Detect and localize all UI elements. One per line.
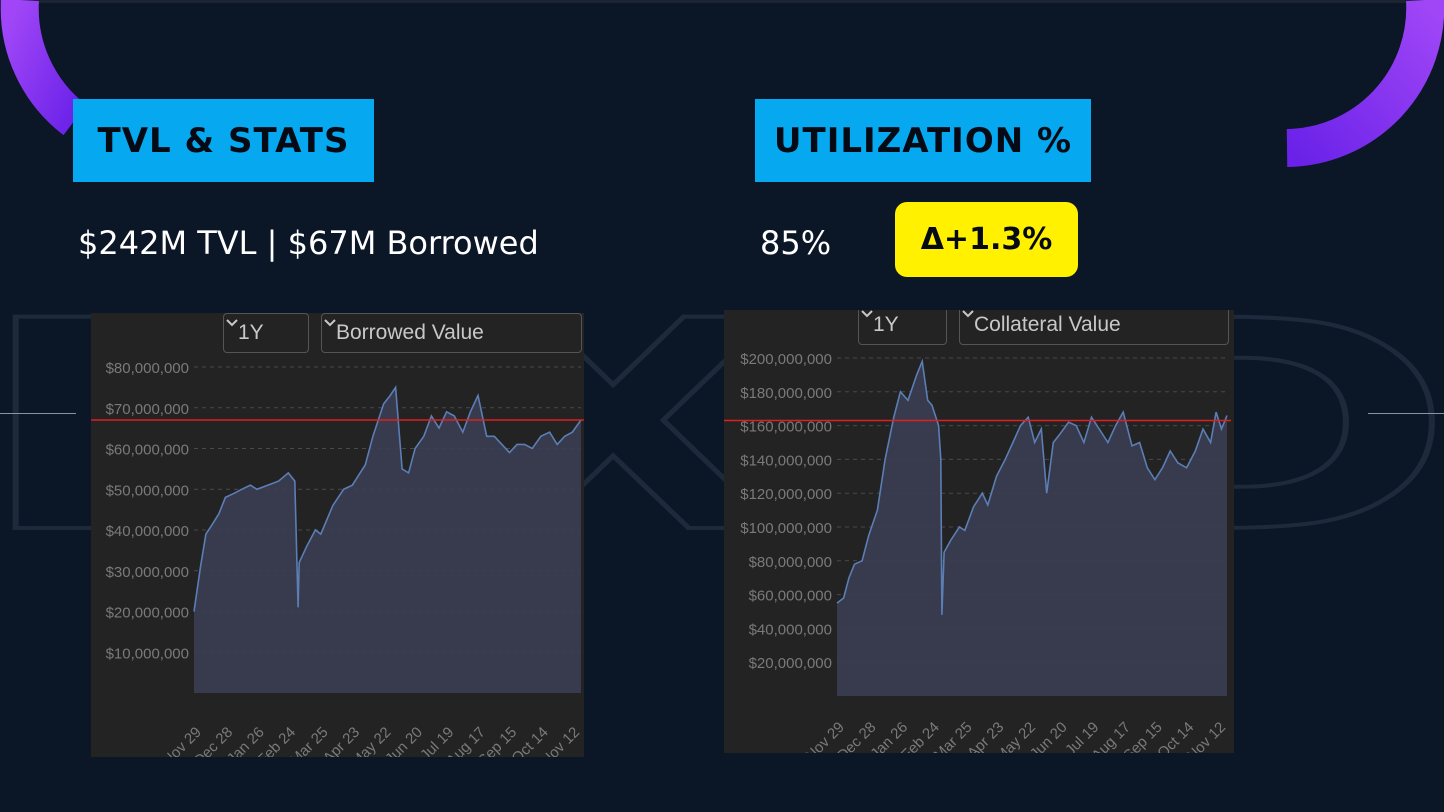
metric-dropdown[interactable]: Borrowed Value	[321, 313, 582, 353]
y-tick-label: $20,000,000	[106, 605, 189, 622]
borrowed-value-chart: $10,000,000 $20,000,000 $30,000,000 $40,000…	[91, 313, 584, 757]
range-dropdown-label: 1Y	[238, 321, 264, 344]
left-divider-line	[0, 413, 76, 414]
y-tick-label: $10,000,000	[106, 645, 189, 662]
y-tick-label: $60,000,000	[106, 442, 189, 459]
tvl-stats-heading: TVL & STATS	[73, 99, 374, 182]
range-dropdown[interactable]: 1Y	[223, 313, 309, 353]
y-tick-label: $120,000,000	[740, 486, 832, 503]
y-tick-label: $160,000,000	[740, 419, 832, 436]
right-divider-line	[1368, 413, 1444, 414]
utilization-heading: UTILIZATION %	[755, 99, 1091, 182]
borrowed-chart-svg: $10,000,000 $20,000,000 $30,000,000 $40,000…	[91, 360, 584, 757]
y-tick-label: $40,000,000	[106, 523, 189, 540]
collateral-value-chart: $20,000,000 $40,000,000 $60,000,000 $80,000…	[724, 310, 1234, 753]
top-border	[0, 0, 1444, 3]
y-tick-label: $70,000,000	[106, 401, 189, 418]
series-area	[837, 361, 1227, 696]
range-dropdown[interactable]: 1Y	[858, 310, 947, 345]
y-tick-label: $60,000,000	[749, 588, 832, 605]
chevron-down-icon	[962, 310, 974, 318]
metric-dropdown-label: Borrowed Value	[336, 321, 484, 344]
arc-right	[1286, 0, 1444, 167]
utilization-value: 85%	[760, 224, 832, 262]
series-line	[193, 385, 582, 612]
metric-dropdown-label: Collateral Value	[974, 312, 1121, 336]
series-line	[836, 358, 1228, 615]
tvl-borrowed-stats: $242M TVL | $67M Borrowed	[78, 224, 539, 262]
y-tick-label: $30,000,000	[106, 564, 189, 581]
range-dropdown-label: 1Y	[873, 312, 899, 336]
chevron-down-icon	[324, 319, 336, 327]
y-tick-label: $40,000,000	[749, 621, 832, 638]
y-tick-label: $50,000,000	[106, 482, 189, 499]
y-tick-label: $20,000,000	[749, 655, 832, 672]
series-area	[194, 387, 581, 693]
y-tick-label: $80,000,000	[106, 360, 189, 377]
utilization-delta-badge: Δ+1.3%	[895, 202, 1078, 277]
y-tick-label: $140,000,000	[740, 452, 832, 469]
y-tick-label: $100,000,000	[740, 520, 832, 537]
metric-dropdown[interactable]: Collateral Value	[959, 310, 1229, 345]
arc-left	[0, 0, 87, 136]
y-tick-label: $200,000,000	[740, 351, 832, 368]
y-tick-label: $80,000,000	[749, 554, 832, 571]
chevron-down-icon	[861, 310, 873, 318]
chevron-down-icon	[226, 319, 238, 327]
y-tick-label: $180,000,000	[740, 385, 832, 402]
collateral-chart-svg: $20,000,000 $40,000,000 $60,000,000 $80,000…	[724, 351, 1231, 753]
